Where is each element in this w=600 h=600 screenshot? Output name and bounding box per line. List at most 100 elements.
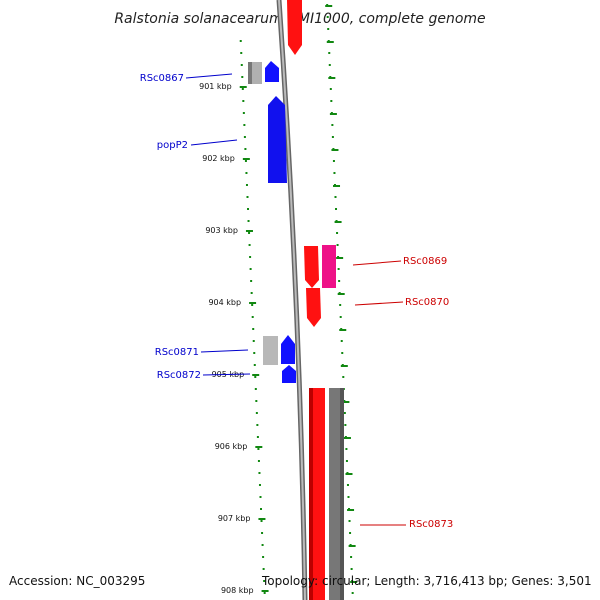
tick-dash xyxy=(337,293,345,295)
kbp-tick-mark xyxy=(239,86,247,88)
gene-label-leaders xyxy=(185,73,406,526)
tick-dot xyxy=(336,244,339,246)
gene-rsc0869-a[interactable] xyxy=(304,246,319,288)
tick-dot xyxy=(252,340,255,342)
gene-label-rsc0873[interactable]: RSc0873 xyxy=(409,519,453,530)
tick-dot xyxy=(351,592,354,594)
tick-dot xyxy=(248,244,251,246)
kbp-tick-mark xyxy=(255,446,263,448)
gene-label-rsc0870[interactable]: RSc0870 xyxy=(405,297,449,308)
tick-dash xyxy=(339,329,347,331)
tick-dot xyxy=(339,316,342,318)
gene-rsc0871-pseudo[interactable] xyxy=(263,336,278,365)
tick-dot xyxy=(241,88,244,90)
kbp-tick-label: 902 kbp xyxy=(202,154,235,163)
tick-dot xyxy=(249,268,252,270)
tick-dash xyxy=(345,473,353,475)
tick-dot xyxy=(251,304,254,306)
tick-dot xyxy=(341,352,344,354)
tick-dot xyxy=(350,568,353,570)
gene-features xyxy=(248,0,344,600)
tick-dot xyxy=(254,388,257,390)
tick-dot xyxy=(254,376,257,378)
tick-dot xyxy=(334,196,337,198)
tick-dash xyxy=(329,113,337,115)
tick-dot xyxy=(242,112,245,114)
kbp-tick-label: 901 kbp xyxy=(199,82,232,91)
tick-dot xyxy=(251,316,254,318)
tick-dot xyxy=(249,256,252,258)
gene-label-popp2[interactable]: popP2 xyxy=(157,140,188,151)
tick-dot xyxy=(349,532,352,534)
tick-dot xyxy=(261,532,264,534)
tick-dot xyxy=(255,412,258,414)
gene-rsc0870[interactable] xyxy=(306,288,321,327)
gene-rsc0869[interactable] xyxy=(322,245,336,288)
tick-dot xyxy=(240,64,243,66)
tick-dot xyxy=(242,100,245,102)
gene-label-rsc0869[interactable]: RSc0869 xyxy=(403,256,447,267)
kbp-tick-mark xyxy=(258,518,266,520)
tick-dash xyxy=(336,257,344,259)
kbp-tick-mark xyxy=(245,230,253,232)
tick-dot xyxy=(338,280,341,282)
genome-backbone xyxy=(276,0,308,600)
tick-dot xyxy=(250,280,253,282)
tick-dot xyxy=(331,124,334,126)
tick-dot xyxy=(240,52,243,54)
tick-dot xyxy=(244,160,247,162)
tick-dot xyxy=(259,496,262,498)
gene-label-rsc0867[interactable]: RSc0867 xyxy=(140,73,184,84)
tick-dot xyxy=(326,16,329,18)
gene-top-forward[interactable] xyxy=(287,0,302,55)
tick-dot xyxy=(345,460,348,462)
gene-rsc0867-pseudo-shade xyxy=(248,62,252,84)
tick-dot xyxy=(241,76,244,78)
tick-dot xyxy=(245,172,248,174)
tick-dot xyxy=(263,592,266,594)
gene-popp2[interactable] xyxy=(268,96,287,183)
tick-dot xyxy=(239,40,242,42)
tick-dash xyxy=(331,149,339,151)
tick-dash xyxy=(340,365,348,367)
tick-dot xyxy=(330,100,333,102)
tick-dot xyxy=(243,136,246,138)
tick-dot xyxy=(244,148,247,150)
tick-dot xyxy=(256,436,259,438)
tick-dot xyxy=(327,28,330,30)
tick-dot xyxy=(343,412,346,414)
tick-dot xyxy=(262,568,265,570)
gene-rsc0871[interactable] xyxy=(281,335,295,364)
tick-dot xyxy=(247,208,250,210)
tick-dot xyxy=(333,172,336,174)
tick-dot xyxy=(329,88,332,90)
kbp-tick-mark xyxy=(252,374,260,376)
kbp-tick-label: 903 kbp xyxy=(205,226,238,235)
tick-dot xyxy=(336,232,339,234)
tick-track-left xyxy=(239,40,266,594)
gene-rsc0867[interactable] xyxy=(265,61,279,82)
tick-dot xyxy=(348,520,351,522)
tick-dot xyxy=(243,124,246,126)
tick-dot xyxy=(261,544,264,546)
gene-rsc0872[interactable] xyxy=(282,365,296,383)
tick-dash xyxy=(333,185,341,187)
tick-dot xyxy=(335,208,338,210)
gene-label-rsc0871[interactable]: RSc0871 xyxy=(155,347,199,358)
tick-dot xyxy=(328,52,331,54)
gene-label-rsc0872[interactable]: RSc0872 xyxy=(157,370,201,381)
tick-dash xyxy=(350,581,358,583)
tick-dot xyxy=(331,136,334,138)
tick-dot xyxy=(260,520,263,522)
kbp-tick-label: 904 kbp xyxy=(208,298,241,307)
tick-dot xyxy=(248,232,251,234)
accession-text: Accession: NC_003295 xyxy=(9,574,146,588)
tick-dot xyxy=(247,220,250,222)
gene-rsc0873-shade xyxy=(309,388,313,600)
genome-backbone-highlight xyxy=(278,0,306,600)
kbp-tick-label: 906 kbp xyxy=(215,442,248,451)
tick-dot xyxy=(245,184,248,186)
tick-dot xyxy=(253,352,256,354)
